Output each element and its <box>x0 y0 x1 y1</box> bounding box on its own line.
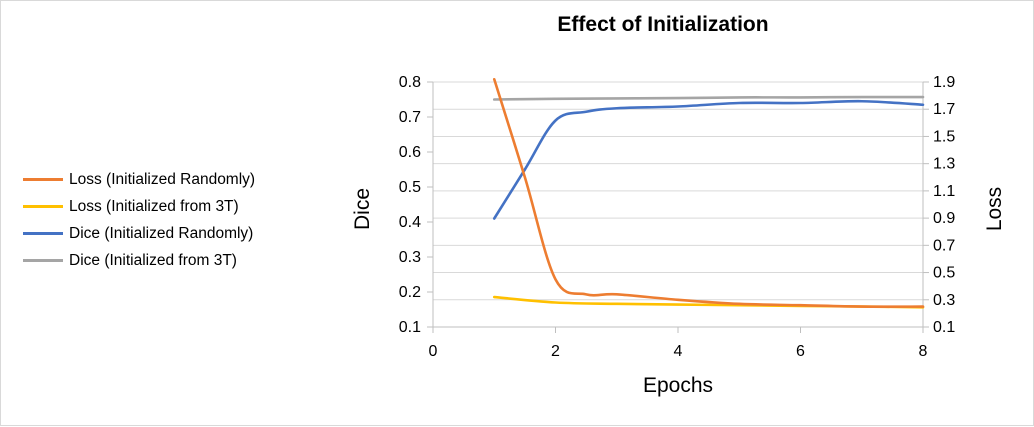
y2-tick-label: 1.3 <box>933 156 955 173</box>
series-line <box>492 99 925 220</box>
y2-tick-label: 0.9 <box>933 210 955 227</box>
legend-label: Dice (Initialized Randomly) <box>69 224 254 242</box>
y2-tick-label: 1.1 <box>933 183 955 200</box>
y2-tick-label: 0.1 <box>933 319 955 336</box>
y-axis-label: Dice <box>351 188 374 230</box>
legend-item: Dice (Initialized Randomly) <box>23 220 255 247</box>
legend-item: Loss (Initialized Randomly) <box>23 166 255 193</box>
legend-swatch <box>23 232 63 235</box>
legend-swatch <box>23 259 63 262</box>
y-tick-label: 0.7 <box>399 109 421 126</box>
y-tick-label: 0.1 <box>399 319 421 336</box>
series-line <box>492 95 925 101</box>
legend-swatch <box>23 205 63 208</box>
y2-tick-label: 1.7 <box>933 101 955 118</box>
legend-item: Loss (Initialized from 3T) <box>23 193 255 220</box>
x-tick-label: 2 <box>551 343 560 360</box>
legend-label: Dice (Initialized from 3T) <box>69 251 237 269</box>
chart-title: Effect of Initialization <box>557 13 768 36</box>
y2-axis-label: Loss <box>983 187 1006 231</box>
legend-label: Loss (Initialized Randomly) <box>69 170 256 188</box>
y-tick-label: 0.3 <box>399 249 421 266</box>
x-tick-label: 6 <box>796 343 805 360</box>
y2-tick-label: 1.5 <box>933 128 955 145</box>
x-tick-label: 0 <box>429 343 438 360</box>
chart-legend: Loss (Initialized Randomly) Loss (Initia… <box>23 166 255 274</box>
y-tick-label: 0.4 <box>399 214 421 231</box>
x-tick-label: 4 <box>674 343 683 360</box>
y2-tick-label: 0.7 <box>933 237 955 254</box>
y-tick-label: 0.6 <box>399 144 421 161</box>
x-axis-label: Epochs <box>643 374 713 397</box>
legend-label: Loss (Initialized from 3T) <box>69 197 239 215</box>
x-tick-label: 8 <box>919 343 928 360</box>
legend-item: Dice (Initialized from 3T) <box>23 247 255 274</box>
y-tick-label: 0.8 <box>399 74 421 91</box>
y-tick-label: 0.5 <box>399 179 421 196</box>
y2-tick-label: 1.9 <box>933 74 955 91</box>
series-line <box>492 77 925 308</box>
y2-tick-label: 0.3 <box>933 292 955 309</box>
y2-tick-label: 0.5 <box>933 265 955 282</box>
legend-swatch <box>23 178 63 181</box>
y-tick-label: 0.2 <box>399 284 421 301</box>
